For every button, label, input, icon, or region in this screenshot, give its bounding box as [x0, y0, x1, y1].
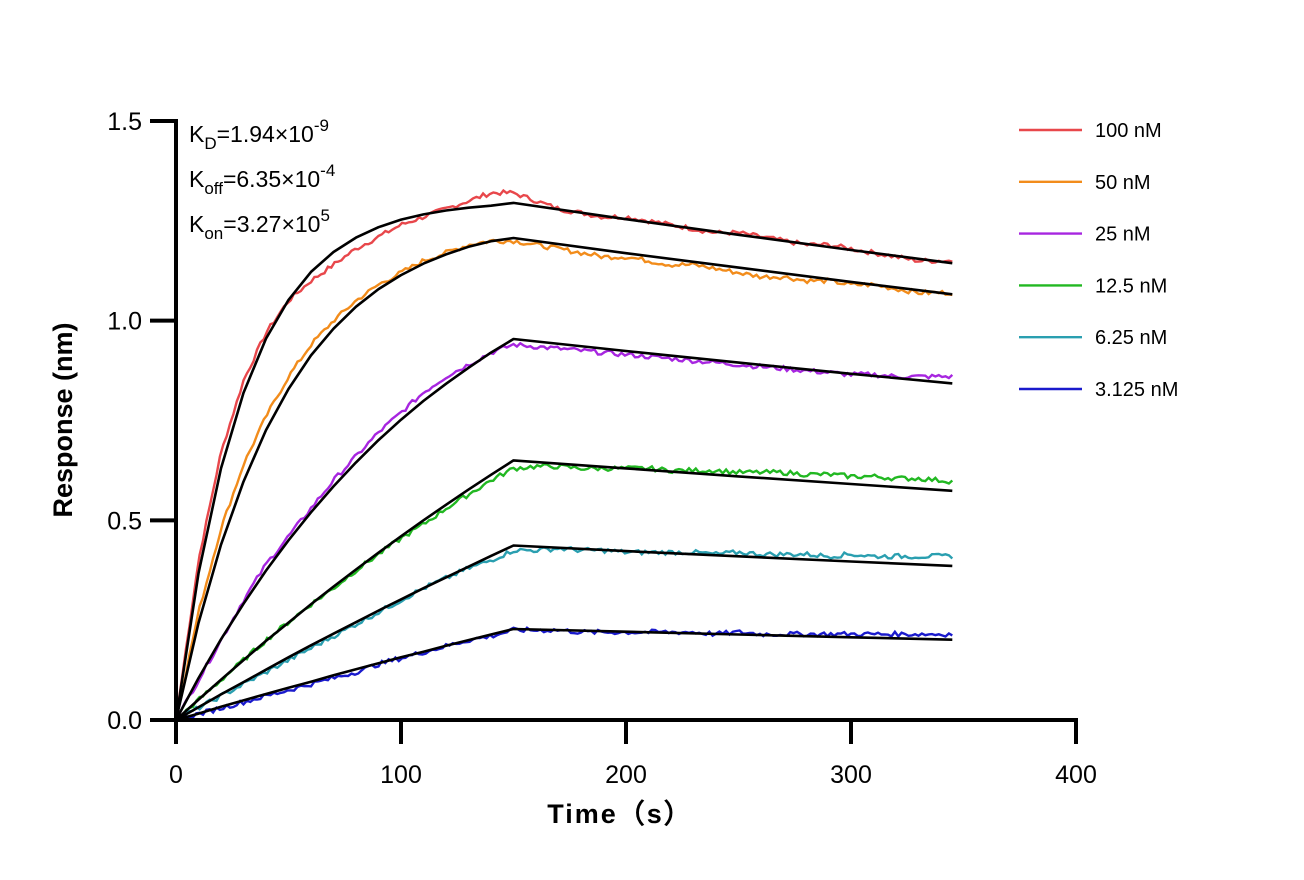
x-tick-label: 0 — [169, 761, 183, 789]
constant-subscript: on — [204, 224, 223, 243]
data-series-100-nM — [174, 188, 953, 721]
y-tick-label: 0.0 — [107, 707, 142, 735]
x-tick-label: 200 — [605, 761, 647, 789]
constant-symbol: K — [189, 121, 205, 147]
data-series-3.125-nM — [175, 626, 953, 722]
fit-curve-25-nM — [174, 337, 953, 721]
x-tick-label: 100 — [380, 761, 422, 789]
y-tick-label: 1.5 — [107, 108, 142, 136]
y-tick-label: 0.5 — [107, 507, 142, 535]
constant-value: =3.27×10 — [223, 211, 320, 237]
data-series-50-nM — [174, 238, 953, 721]
legend-label: 12.5 nM — [1095, 275, 1167, 297]
constant-value: =6.35×10 — [223, 166, 320, 192]
x-tick-label: 400 — [1055, 761, 1097, 789]
fit-curve-100-nM — [174, 201, 953, 721]
x-axis-label: Time（s） — [547, 799, 693, 829]
constant-exponent: -4 — [320, 161, 335, 180]
constant-exponent: -9 — [314, 116, 329, 135]
legend-label: 25 nM — [1095, 224, 1151, 246]
constant-value: =1.94×10 — [217, 121, 314, 147]
kinetic-constant: Kon=3.27×105 — [189, 206, 330, 243]
constant-subscript: off — [204, 179, 223, 198]
fit-curve-12.5-nM — [175, 459, 953, 721]
constant-symbol: K — [189, 166, 205, 192]
constant-exponent: 5 — [320, 206, 329, 225]
y-tick-label: 1.0 — [107, 308, 142, 336]
fit-curve-3.125-nM — [175, 627, 953, 722]
plot-area — [174, 188, 954, 722]
fit-curve-50-nM — [174, 236, 953, 721]
kinetic-constant: Koff=6.35×10-4 — [189, 161, 335, 198]
x-tick-label: 300 — [830, 761, 872, 789]
legend-label: 6.25 nM — [1095, 327, 1167, 349]
constant-subscript: D — [204, 134, 216, 153]
legend-label: 50 nM — [1095, 172, 1151, 194]
legend-label: 3.125 nM — [1095, 379, 1178, 401]
data-series-12.5-nM — [175, 462, 954, 721]
y-axis-label: Response (nm) — [48, 322, 78, 517]
constant-symbol: K — [189, 211, 205, 237]
fit-curve-6.25-nM — [175, 544, 953, 722]
legend-label: 100 nM — [1095, 120, 1162, 142]
legend: 100 nM 50 nM 25 nM 12.5 nM 6.25 nM 3.125 nM — [1019, 120, 1178, 401]
kinetic-constant: KD=1.94×10-9 — [189, 116, 329, 153]
data-series-6.25-nM — [175, 546, 954, 722]
data-series-25-nM — [174, 341, 954, 721]
